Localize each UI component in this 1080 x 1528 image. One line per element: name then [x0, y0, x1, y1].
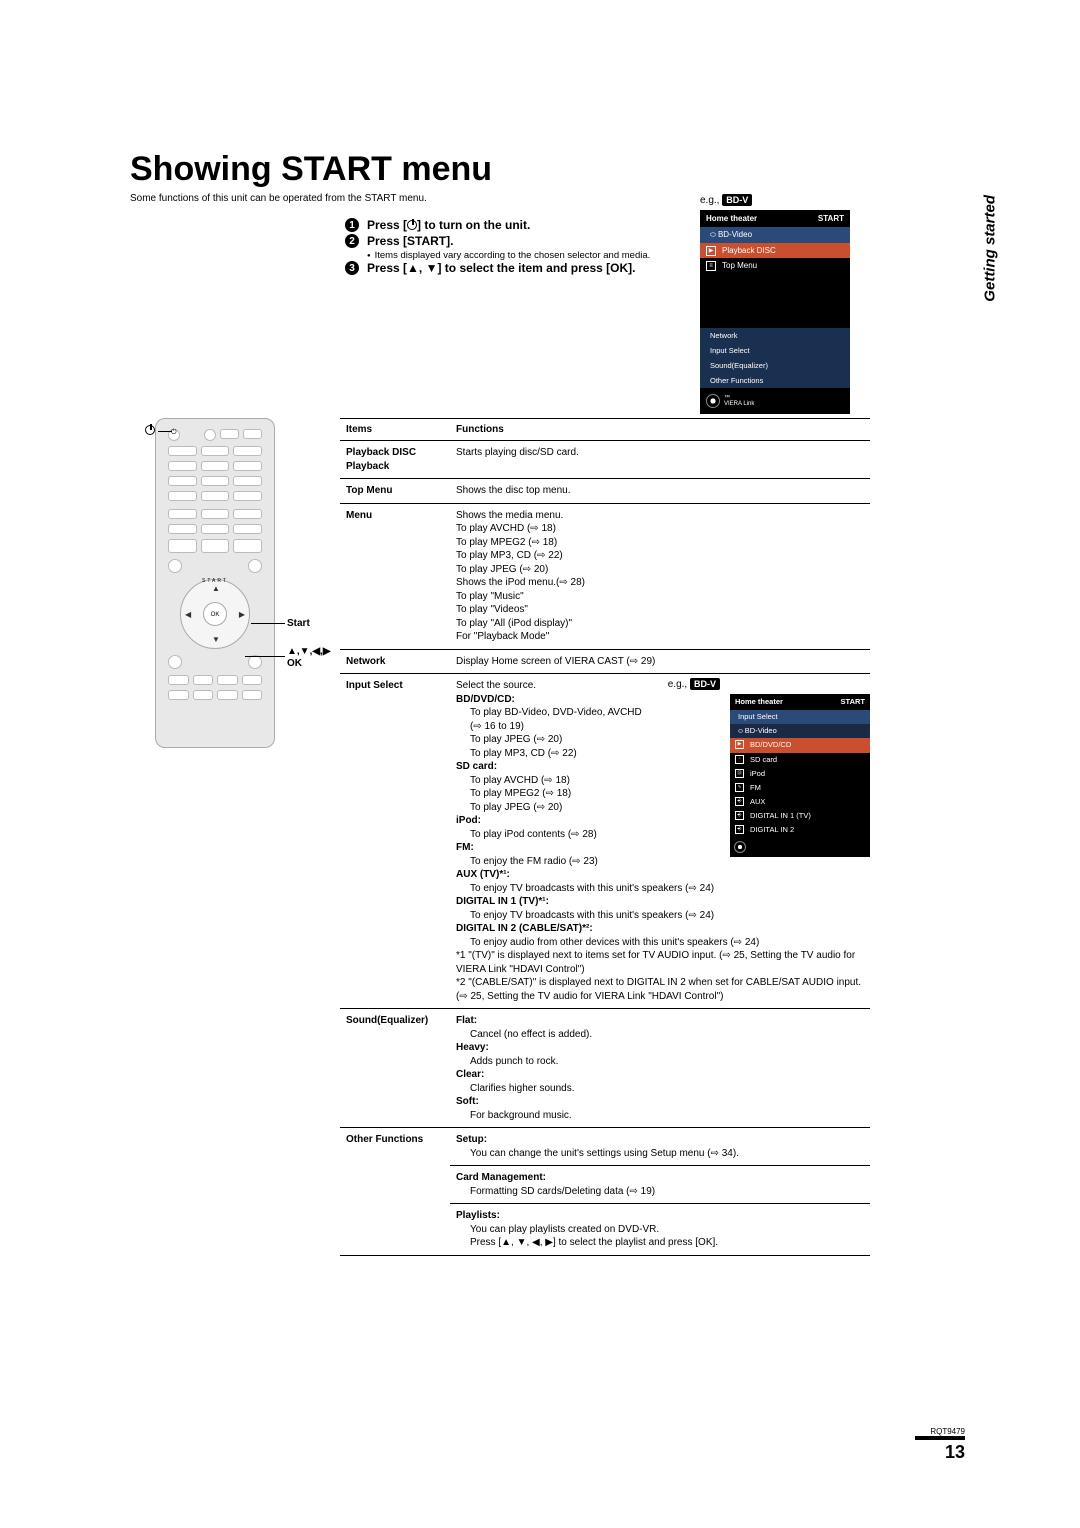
- item-sound: Sound(Equalizer): [340, 1009, 450, 1128]
- func-topmenu: Shows the disc top menu.: [450, 479, 870, 504]
- page-number: 13: [915, 1436, 965, 1463]
- section-label: Getting started: [982, 195, 999, 302]
- doc-id: RQT9479: [915, 1427, 965, 1436]
- func-menu: Shows the media menu. To play AVCHD (⇨ 1…: [450, 503, 870, 649]
- power-icon: [407, 220, 417, 230]
- item-input-select: Input Select: [340, 674, 450, 1009]
- page-title: Showing START menu: [130, 150, 965, 189]
- page-subtitle: Some functions of this unit can be opera…: [130, 193, 965, 204]
- remote-illustration: ⏻ START ▲ ▼ ◀ ▶ OK Start ▲,▼,◀,▶OK: [155, 418, 335, 748]
- item-topmenu: Top Menu: [340, 479, 450, 504]
- func-card: Card Management: Formatting SD cards/Del…: [450, 1166, 870, 1204]
- th-items: Items: [340, 419, 450, 441]
- step-text-2: Press [START].: [367, 234, 453, 248]
- item-menu: Menu: [340, 503, 450, 649]
- page-footer: RQT9479 13: [915, 1427, 965, 1463]
- step-number-1: 1: [345, 218, 359, 232]
- bdv-chip: BD-V: [722, 194, 752, 206]
- power-icon-callout: [145, 425, 155, 435]
- step-number-2: 2: [345, 234, 359, 248]
- callout-start: Start: [287, 618, 310, 629]
- start-menu-screenshot: Home theaterSTART ⬭ BD-Video ▶Playback D…: [700, 210, 850, 414]
- steps-block: 1 Press [] to turn on the unit. 2 Press …: [345, 218, 965, 275]
- func-input-select: Select the source. e.g., BD-V BD/DVD/CD:…: [450, 674, 870, 1009]
- th-functions: Functions: [450, 419, 870, 441]
- step-sub-2: Items displayed vary according to the ch…: [367, 250, 965, 261]
- func-setup: Setup: You can change the unit's setting…: [450, 1128, 870, 1166]
- step-text-1: Press [] to turn on the unit.: [367, 218, 530, 232]
- eg-label-1: e.g., BD-V: [700, 195, 752, 206]
- input-select-screenshot: Home theaterSTART Input Select ⬭ BD-Vide…: [730, 694, 870, 857]
- item-playback: Playback DISCPlayback: [340, 441, 450, 479]
- functions-table: Items Functions Playback DISCPlayback St…: [340, 418, 870, 1256]
- item-other: Other Functions: [340, 1128, 450, 1256]
- func-playback: Starts playing disc/SD card.: [450, 441, 870, 479]
- func-network: Display Home screen of VIERA CAST (⇨ 29): [450, 649, 870, 674]
- func-sound: Flat: Cancel (no effect is added). Heavy…: [450, 1009, 870, 1128]
- callout-arrows-ok: ▲,▼,◀,▶OK: [287, 646, 331, 670]
- func-playlists: Playlists: You can play playlists create…: [450, 1204, 870, 1256]
- step-text-3: Press [▲, ▼] to select the item and pres…: [367, 261, 636, 275]
- item-network: Network: [340, 649, 450, 674]
- step-number-3: 3: [345, 261, 359, 275]
